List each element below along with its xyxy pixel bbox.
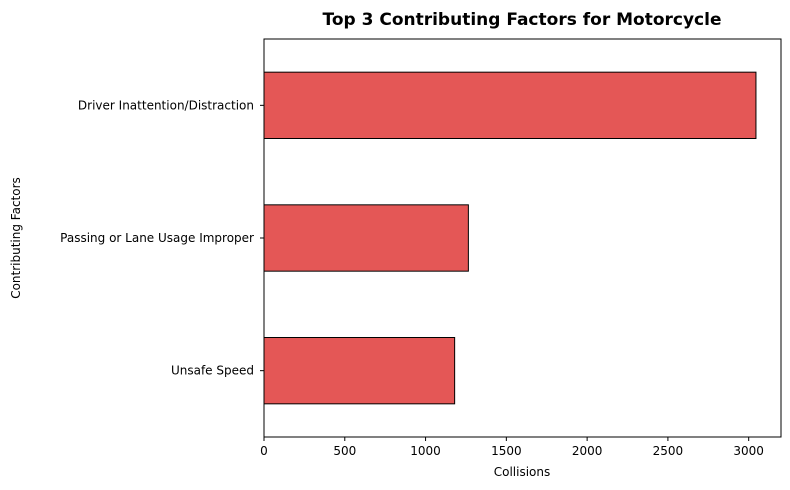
y-tick-label: Driver Inattention/Distraction — [78, 98, 254, 112]
x-axis-label: Collisions — [494, 465, 551, 479]
x-tick-label: 2000 — [572, 444, 603, 458]
bars-group — [263, 71, 757, 405]
x-tick-label: 1500 — [491, 444, 522, 458]
bar — [263, 204, 469, 272]
bar — [263, 71, 757, 139]
x-tick-label: 2500 — [653, 444, 684, 458]
plot-frame — [263, 38, 782, 438]
x-tick-label: 500 — [333, 444, 356, 458]
y-tick-label: Unsafe Speed — [171, 364, 254, 378]
y-axis-label: Contributing Factors — [9, 177, 23, 299]
x-tick-label: 3000 — [733, 444, 764, 458]
x-tick-label: 0 — [260, 444, 268, 458]
y-tick-label: Passing or Lane Usage Improper — [60, 231, 254, 245]
y-ticks-group: Driver Inattention/Distraction Passing or… — [60, 98, 264, 378]
x-ticks-group: 0 500 1000 1500 2000 2500 3000 — [260, 437, 764, 458]
bar — [263, 337, 456, 405]
x-tick-label: 1000 — [410, 444, 441, 458]
chart-title: Top 3 Contributing Factors for Motorcycl… — [322, 10, 721, 30]
